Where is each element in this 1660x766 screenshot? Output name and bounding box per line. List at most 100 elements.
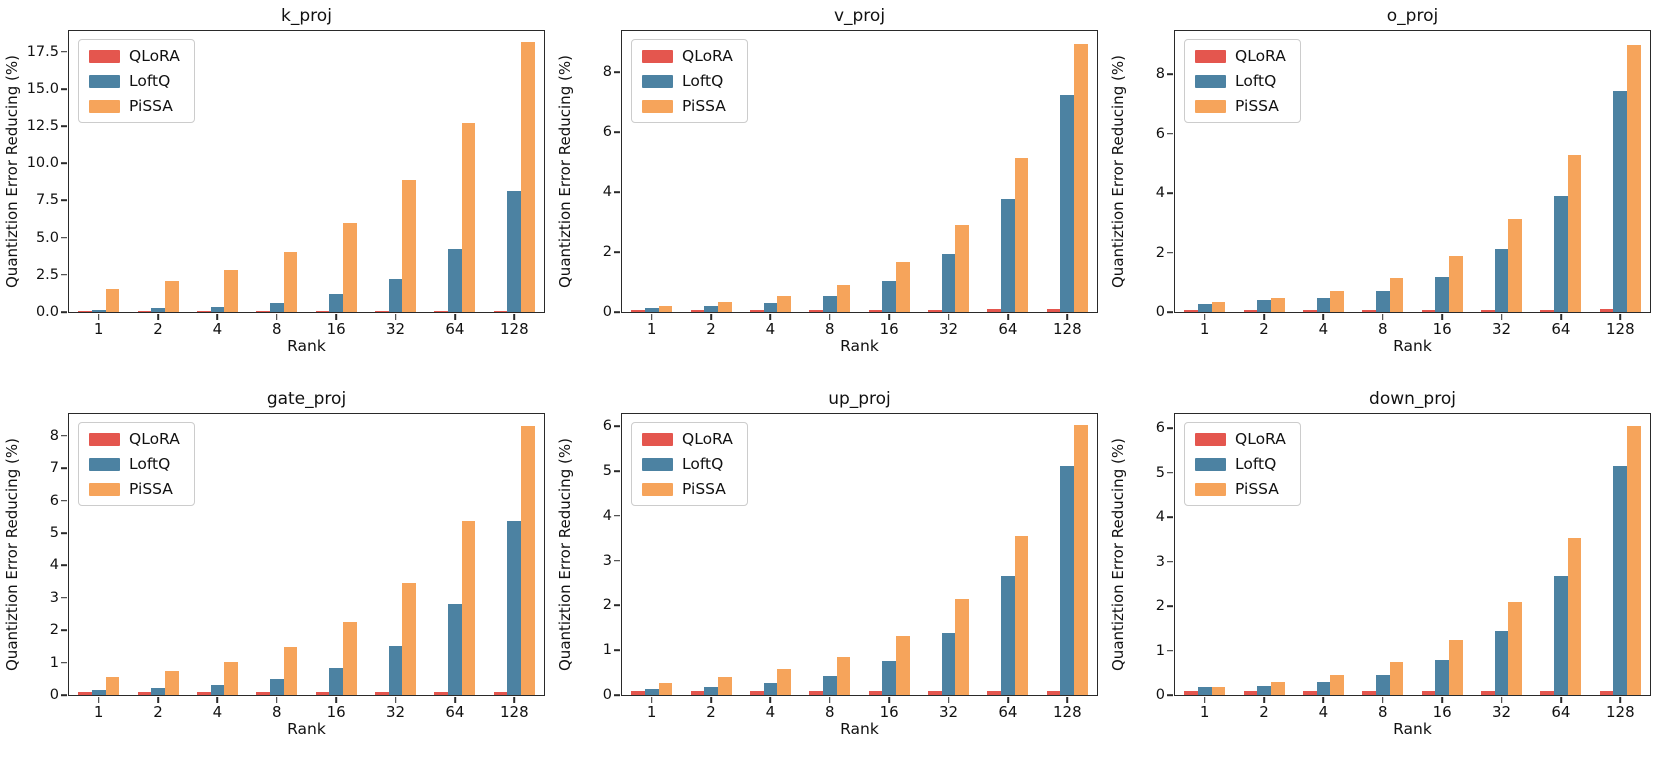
y-tick-label: 6 xyxy=(602,124,612,141)
legend-item: LoftQ xyxy=(642,455,733,473)
y-tick-mark xyxy=(61,629,68,631)
legend: QLoRA LoftQ PiSSA xyxy=(78,422,195,506)
plot-area: 0 2 4 6 8 1 2 4 8 16 32 64 128 QLoRA LoftQ PiSSA xyxy=(603,30,1098,338)
legend: QLoRA LoftQ PiSSA xyxy=(631,39,748,123)
bar-loftq-rank-64 xyxy=(448,603,462,695)
y-tick-mark xyxy=(614,71,621,74)
legend-swatch xyxy=(89,432,120,446)
x-tick-mark xyxy=(454,696,456,703)
x-tick-label: 2 xyxy=(153,703,163,721)
legend-item: PiSSA xyxy=(642,480,733,498)
bar-qlora-rank-16 xyxy=(868,309,883,312)
legend: QLoRA LoftQ PiSSA xyxy=(631,422,748,506)
bar-loftq-rank-2 xyxy=(1257,299,1271,312)
bar-qlora-rank-16 xyxy=(1421,690,1436,695)
chart-title: k_proj xyxy=(281,6,332,26)
y-tick-mark xyxy=(614,191,621,193)
bar-qlora-rank-4 xyxy=(749,690,764,695)
chart-v_proj: v_proj Quantiztion Error Reducing (%) 0 2… xyxy=(553,0,1106,383)
x-tick-mark xyxy=(888,696,890,703)
bar-qlora-rank-2 xyxy=(137,311,152,312)
x-tick-mark xyxy=(1382,696,1384,703)
x-tick-mark xyxy=(216,313,219,320)
y-tick-mark xyxy=(1167,605,1174,607)
y-tick-label: 2 xyxy=(602,597,612,614)
y-tick-mark xyxy=(614,649,621,651)
bar-pissa-rank-64 xyxy=(1014,535,1029,695)
bar-qlora-rank-2 xyxy=(137,692,152,695)
bar-loftq-rank-1 xyxy=(1197,687,1212,695)
x-tick-mark xyxy=(157,313,159,320)
x-tick-label: 1 xyxy=(93,703,104,721)
bar-loftq-rank-1 xyxy=(644,688,659,695)
legend: QLoRA LoftQ PiSSA xyxy=(1184,39,1301,123)
y-tick-label: 1 xyxy=(1155,642,1165,659)
y-tick-label: 3 xyxy=(49,589,59,606)
x-tick-mark xyxy=(276,313,278,320)
bar-loftq-rank-4 xyxy=(210,306,225,312)
bar-loftq-rank-16 xyxy=(882,660,897,695)
y-tick-mark xyxy=(61,236,68,239)
legend-label: PiSSA xyxy=(1235,97,1279,115)
bar-loftq-rank-32 xyxy=(941,253,956,312)
legend-label: PiSSA xyxy=(129,97,173,115)
x-tick-mark xyxy=(335,313,337,320)
legend-swatch xyxy=(89,457,120,471)
legend-label: PiSSA xyxy=(682,97,726,115)
y-tick-label: 5 xyxy=(602,462,612,479)
y-tick-mark xyxy=(1167,471,1174,474)
bar-qlora-rank-1 xyxy=(1184,690,1198,695)
x-tick-label: 32 xyxy=(386,703,406,721)
x-tick-label: 1 xyxy=(1199,320,1210,338)
bar-pissa-rank-32 xyxy=(402,582,417,695)
bar-loftq-rank-4 xyxy=(1316,682,1331,695)
chart-title: up_proj xyxy=(828,389,891,409)
x-tick-mark xyxy=(216,696,219,703)
bar-qlora-rank-4 xyxy=(196,310,211,312)
legend-item: PiSSA xyxy=(89,480,180,498)
x-tick-mark xyxy=(1500,313,1503,320)
bar-pissa-rank-1 xyxy=(105,288,120,312)
legend-label: QLoRA xyxy=(129,47,180,65)
y-tick-label: 0 xyxy=(1155,304,1165,320)
y-tick-label: 1 xyxy=(602,642,612,659)
bar-loftq-rank-64 xyxy=(1001,198,1015,312)
x-tick-label: 128 xyxy=(1605,703,1635,721)
legend-item: PiSSA xyxy=(89,97,180,115)
bar-qlora-rank-8 xyxy=(1362,690,1376,695)
bar-pissa-rank-4 xyxy=(224,661,238,695)
legend-swatch xyxy=(1195,432,1226,446)
x-tick-label: 16 xyxy=(326,320,346,338)
y-tick-mark xyxy=(61,661,68,664)
bar-qlora-rank-1 xyxy=(631,309,645,312)
x-tick-mark xyxy=(1441,696,1443,703)
legend-item: QLoRA xyxy=(642,47,733,65)
x-tick-mark xyxy=(1203,696,1206,703)
x-tick-label: 128 xyxy=(1605,320,1635,338)
bar-loftq-rank-1 xyxy=(644,308,659,312)
y-tick-label: 1 xyxy=(49,654,59,671)
x-tick-label: 2 xyxy=(706,320,716,338)
y-tick-mark xyxy=(614,559,621,562)
legend-swatch xyxy=(642,74,673,88)
bar-pissa-rank-16 xyxy=(1449,256,1463,312)
bar-loftq-rank-2 xyxy=(704,686,718,695)
bar-qlora-rank-16 xyxy=(1421,309,1436,312)
bar-qlora-rank-128 xyxy=(1599,309,1614,312)
x-tick-label: 16 xyxy=(1432,320,1452,338)
bar-pissa-rank-8 xyxy=(1389,661,1404,695)
bar-qlora-rank-32 xyxy=(375,691,389,695)
bar-qlora-rank-8 xyxy=(809,690,823,695)
bar-pissa-rank-16 xyxy=(896,635,910,695)
bar-qlora-rank-16 xyxy=(315,692,330,695)
x-tick-mark xyxy=(1500,696,1503,703)
y-tick-label: 4 xyxy=(1155,185,1165,202)
x-tick-label: 128 xyxy=(1052,703,1082,721)
x-tick-label: 64 xyxy=(1551,320,1571,338)
legend-item: QLoRA xyxy=(89,47,180,65)
legend-label: QLoRA xyxy=(682,430,733,448)
bar-qlora-rank-4 xyxy=(1302,309,1317,312)
x-tick-mark xyxy=(1203,313,1206,320)
legend-item: QLoRA xyxy=(1195,430,1286,448)
y-tick-mark xyxy=(61,467,68,469)
